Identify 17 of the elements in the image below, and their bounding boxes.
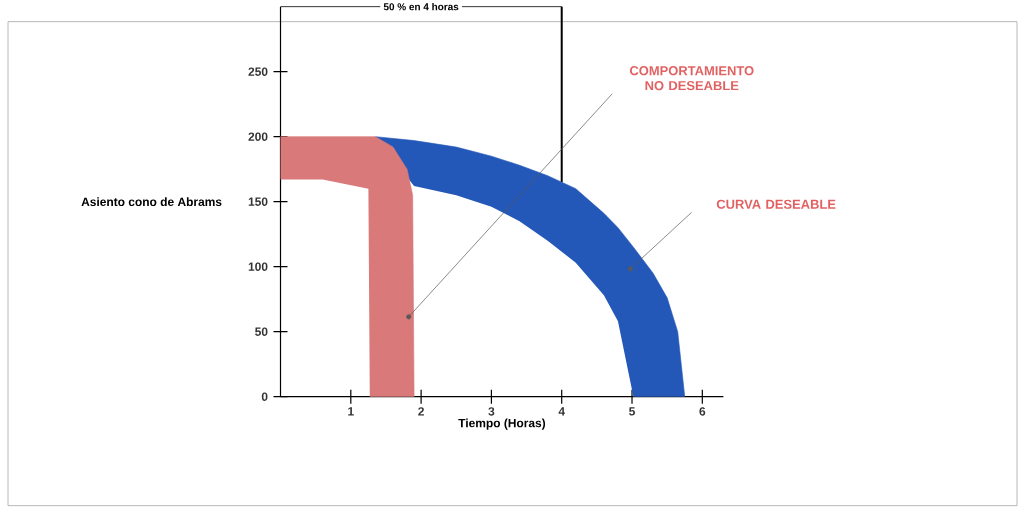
x-tick-label: 1 — [348, 407, 354, 416]
x-tick-label: 5 — [629, 407, 635, 416]
x-tick-label: 6 — [699, 407, 706, 416]
y-tick-label: 250 — [248, 67, 268, 77]
x-tick-label: 4 — [558, 407, 565, 416]
y-tick-label: 0 — [261, 392, 268, 402]
text: CURVA DESEABLE — [716, 199, 836, 210]
annotation: 50 % en 4 horas — [383, 3, 459, 11]
x-axis-title: Tiempo (Horas) — [458, 418, 546, 430]
y-tick-label: 200 — [248, 132, 268, 142]
x-tick-label: 2 — [418, 407, 424, 416]
text: COMPORTAMIENTO NO DESEABLE — [629, 66, 754, 91]
y-tick-label: 150 — [248, 197, 268, 207]
y-axis-title: Asiento cono de Abrams — [81, 197, 222, 207]
y-tick-label: 100 — [248, 262, 268, 272]
x-tick-label: 3 — [488, 407, 495, 416]
y-tick-label: 50 — [255, 327, 268, 337]
